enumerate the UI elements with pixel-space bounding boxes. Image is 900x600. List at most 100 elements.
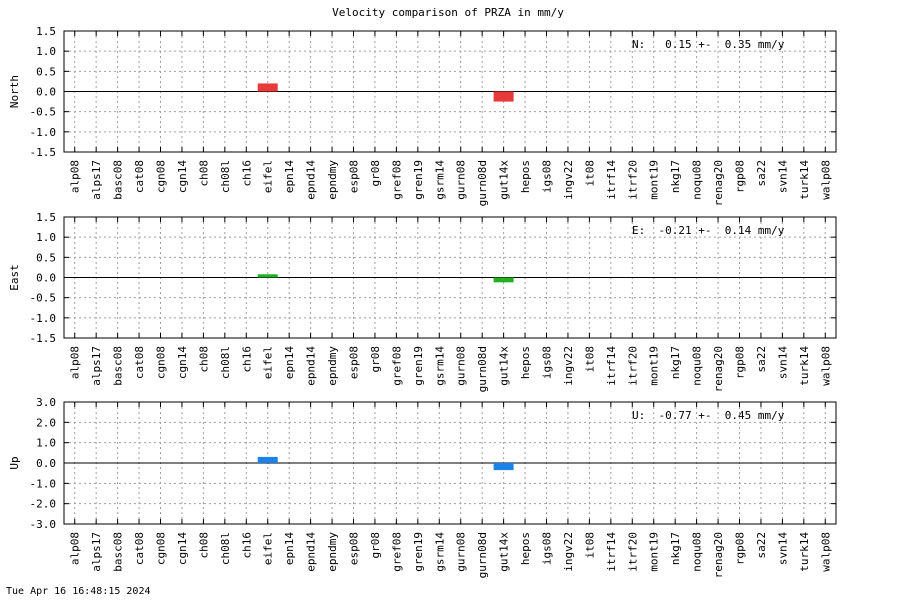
x-tick-label: sa22: [755, 160, 768, 187]
x-tick-label: turk14: [798, 160, 811, 200]
y-tick-label: -1.0: [30, 126, 57, 139]
plot-frame: [63, 30, 837, 153]
x-tick-label: epn14: [283, 160, 296, 193]
x-tick-label: gurn08: [455, 532, 468, 572]
y-tick-label: 1.5: [36, 211, 56, 224]
x-tick-label: basc08: [112, 532, 125, 572]
y-tick-label: -0.5: [30, 292, 57, 305]
x-tick-label: nkg17: [669, 160, 682, 193]
plot-frame: [63, 216, 837, 339]
x-tick-label: epnd14: [305, 160, 318, 200]
y-tick-label: 3.0: [36, 396, 56, 409]
y-axis-label: Up: [8, 456, 21, 469]
x-tick-label: esp08: [348, 532, 361, 565]
x-tick-label: epn14: [283, 346, 296, 379]
x-tick-label: it08: [583, 160, 596, 187]
x-tick-label: gurn08: [455, 160, 468, 200]
x-tick-label: cgn14: [176, 346, 189, 379]
x-tick-label: gr08: [369, 346, 382, 373]
x-tick-label: epndmy: [326, 160, 339, 200]
x-tick-label: ch08: [197, 160, 210, 187]
y-tick-label: -2.0: [30, 498, 57, 511]
x-tick-label: alp08: [69, 532, 82, 565]
x-tick-label: gr08: [369, 160, 382, 187]
x-tick-label: itrf20: [626, 346, 639, 386]
y-tick-label: 1.0: [36, 45, 56, 58]
y-tick-label: 2.0: [36, 416, 56, 429]
x-tick-label: it08: [583, 346, 596, 373]
x-tick-label: rgp08: [734, 532, 747, 565]
y-tick-label: 0.0: [36, 457, 56, 470]
x-tick-label: nkg17: [669, 346, 682, 379]
x-tick-label: ch16: [240, 346, 253, 373]
x-tick-label: ch08l: [219, 532, 232, 565]
x-tick-label: epnd14: [305, 346, 318, 386]
velocity-annotation: E: -0.21 +- 0.14 mm/y: [632, 224, 785, 237]
x-tick-label: cat08: [133, 532, 146, 565]
x-tick-label: gurn08d: [476, 346, 489, 392]
x-tick-label: renag20: [712, 346, 725, 392]
panel-up: 3.0 2.0 1.0 0.0 -1.0 -2.0 -3.0 alp08 alps17 basc0…: [8, 396, 837, 578]
x-tick-label: walp08: [819, 160, 832, 200]
x-tick-label: gref08: [390, 160, 403, 200]
y-tick-label: 1.0: [36, 437, 56, 450]
y-tick-label: -3.0: [30, 518, 57, 531]
x-tick-label: basc08: [112, 346, 125, 386]
x-tick-label: hepos: [519, 160, 532, 193]
x-tick-label: itrf20: [626, 160, 639, 200]
x-tick-label: ch08l: [219, 160, 232, 193]
x-tick-label: eifel: [262, 160, 275, 193]
y-tick-label: -1.0: [30, 477, 57, 490]
x-tick-label: epndmy: [326, 346, 339, 386]
x-tick-label: igs08: [541, 160, 554, 193]
x-tick-label: eifel: [262, 532, 275, 565]
y-tick-label: 0.0: [36, 86, 56, 99]
x-tick-label: rgp08: [734, 346, 747, 379]
panel-north: 1.5 1.0 0.5 0.0 -0.5 -1.0 -1.5 alp08 alps17 basc0…: [8, 25, 837, 206]
x-tick-label: sa22: [755, 532, 768, 559]
x-tick-label: gsrm14: [433, 346, 446, 386]
x-tick-label: mont19: [648, 532, 661, 572]
x-tick-label: walp08: [819, 532, 832, 572]
x-tick-label: cat08: [133, 160, 146, 193]
x-tick-label: itrf14: [605, 160, 618, 200]
y-tick-label: 0.5: [36, 65, 56, 78]
y-axis-label: East: [8, 264, 21, 291]
x-tick-label: gren19: [412, 532, 425, 572]
x-tick-label: noqu08: [691, 346, 704, 386]
x-tick-label: igs08: [541, 346, 554, 379]
x-tick-label: ch08: [197, 346, 210, 373]
x-tick-label: cgn08: [155, 346, 168, 379]
x-tick-label: cgn08: [155, 532, 168, 565]
x-tick-label: alps17: [90, 160, 103, 200]
bar-eifel: [257, 83, 278, 92]
x-tick-label: cgn14: [176, 532, 189, 565]
y-axis-label: North: [8, 75, 21, 108]
y-tick-label: 0.0: [36, 272, 56, 285]
y-tick-label: 1.5: [36, 25, 56, 38]
x-tick-label: walp08: [819, 346, 832, 386]
x-tick-label: noqu08: [691, 532, 704, 572]
bar-eifel: [257, 456, 278, 463]
chart-title: Velocity comparison of PRZA in mm/y: [332, 6, 564, 19]
x-tick-label: alp08: [69, 160, 82, 193]
x-tick-label: alps17: [90, 532, 103, 572]
x-tick-label: cgn08: [155, 160, 168, 193]
x-tick-label: ch08l: [219, 346, 232, 379]
y-tick-label: -1.0: [30, 312, 57, 325]
x-tick-label: renag20: [712, 160, 725, 206]
x-tick-label: gurn08: [455, 346, 468, 386]
x-tick-label: sa22: [755, 346, 768, 373]
bar-eifel: [257, 274, 278, 278]
x-tick-label: alps17: [90, 346, 103, 386]
x-tick-label: cat08: [133, 346, 146, 379]
x-tick-label: gurn08d: [476, 532, 489, 578]
x-tick-label: gref08: [390, 346, 403, 386]
x-tick-label: mont19: [648, 160, 661, 200]
x-tick-label: gut14x: [498, 532, 511, 572]
x-tick-label: noqu08: [691, 160, 704, 200]
x-tick-label: ch16: [240, 532, 253, 559]
x-tick-label: ch08: [197, 532, 210, 559]
x-tick-label: itrf14: [605, 346, 618, 386]
